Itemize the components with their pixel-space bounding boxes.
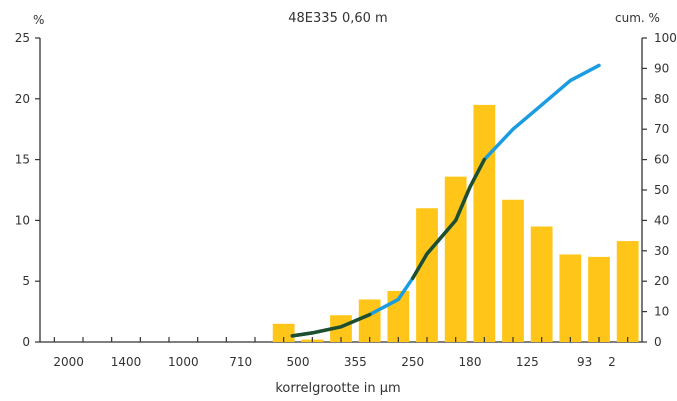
bar [330,315,352,342]
x-tick-label: 93 [577,355,592,369]
chart-title: 48E335 0,60 m [288,11,387,26]
y-left-tick-label: 20 [15,92,30,106]
y-right-tick-label: 90 [654,61,669,75]
x-tick-label: 2 [608,355,616,369]
y-right-tick-label: 70 [654,122,669,136]
bar [530,226,553,342]
y-right-tick-label: 30 [654,244,669,258]
bar [616,241,639,342]
cumulative-line-dark [290,312,372,338]
y-right-tick-label: 10 [654,305,669,319]
bar [358,299,381,342]
y-left-tick-label: 15 [15,153,30,167]
bar [416,208,438,342]
y-right-tick-label: 20 [654,274,669,288]
x-tick-label: 710 [229,355,252,369]
x-tick-label: 125 [516,355,539,369]
y-right-tick-label: 60 [654,153,669,167]
right-axis-unit: cum. % [615,11,660,25]
x-tick-label: 355 [344,355,367,369]
bar [559,254,582,342]
y-left-tick-label: 0 [22,335,30,349]
y-left-tick-label: 5 [22,274,30,288]
y-right-tick-label: 80 [654,92,669,106]
y-left-tick-label: 25 [15,31,30,45]
left-axis-unit: % [33,13,44,27]
x-tick-label: 2000 [53,355,84,369]
x-tick-label: 1400 [111,355,142,369]
x-tick-label: 250 [401,355,424,369]
bar [473,104,496,342]
y-right-tick-label: 0 [654,335,662,349]
bar [444,176,467,342]
y-right-tick-label: 40 [654,213,669,227]
bar [272,323,295,342]
x-axis-title: korrelgrootte in µm [275,381,400,396]
y-left-tick-label: 10 [15,213,30,227]
y-right-tick-label: 50 [654,183,669,197]
cumulative-line-dark [410,157,487,280]
histogram-bars [272,104,639,342]
cumulative-curve [290,63,601,338]
y-right-tick-label: 100 [654,31,677,45]
bar [502,199,524,342]
bar [588,256,610,342]
x-tick-label: 500 [287,355,310,369]
x-tick-label: 1000 [168,355,199,369]
x-tick-label: 180 [459,355,482,369]
